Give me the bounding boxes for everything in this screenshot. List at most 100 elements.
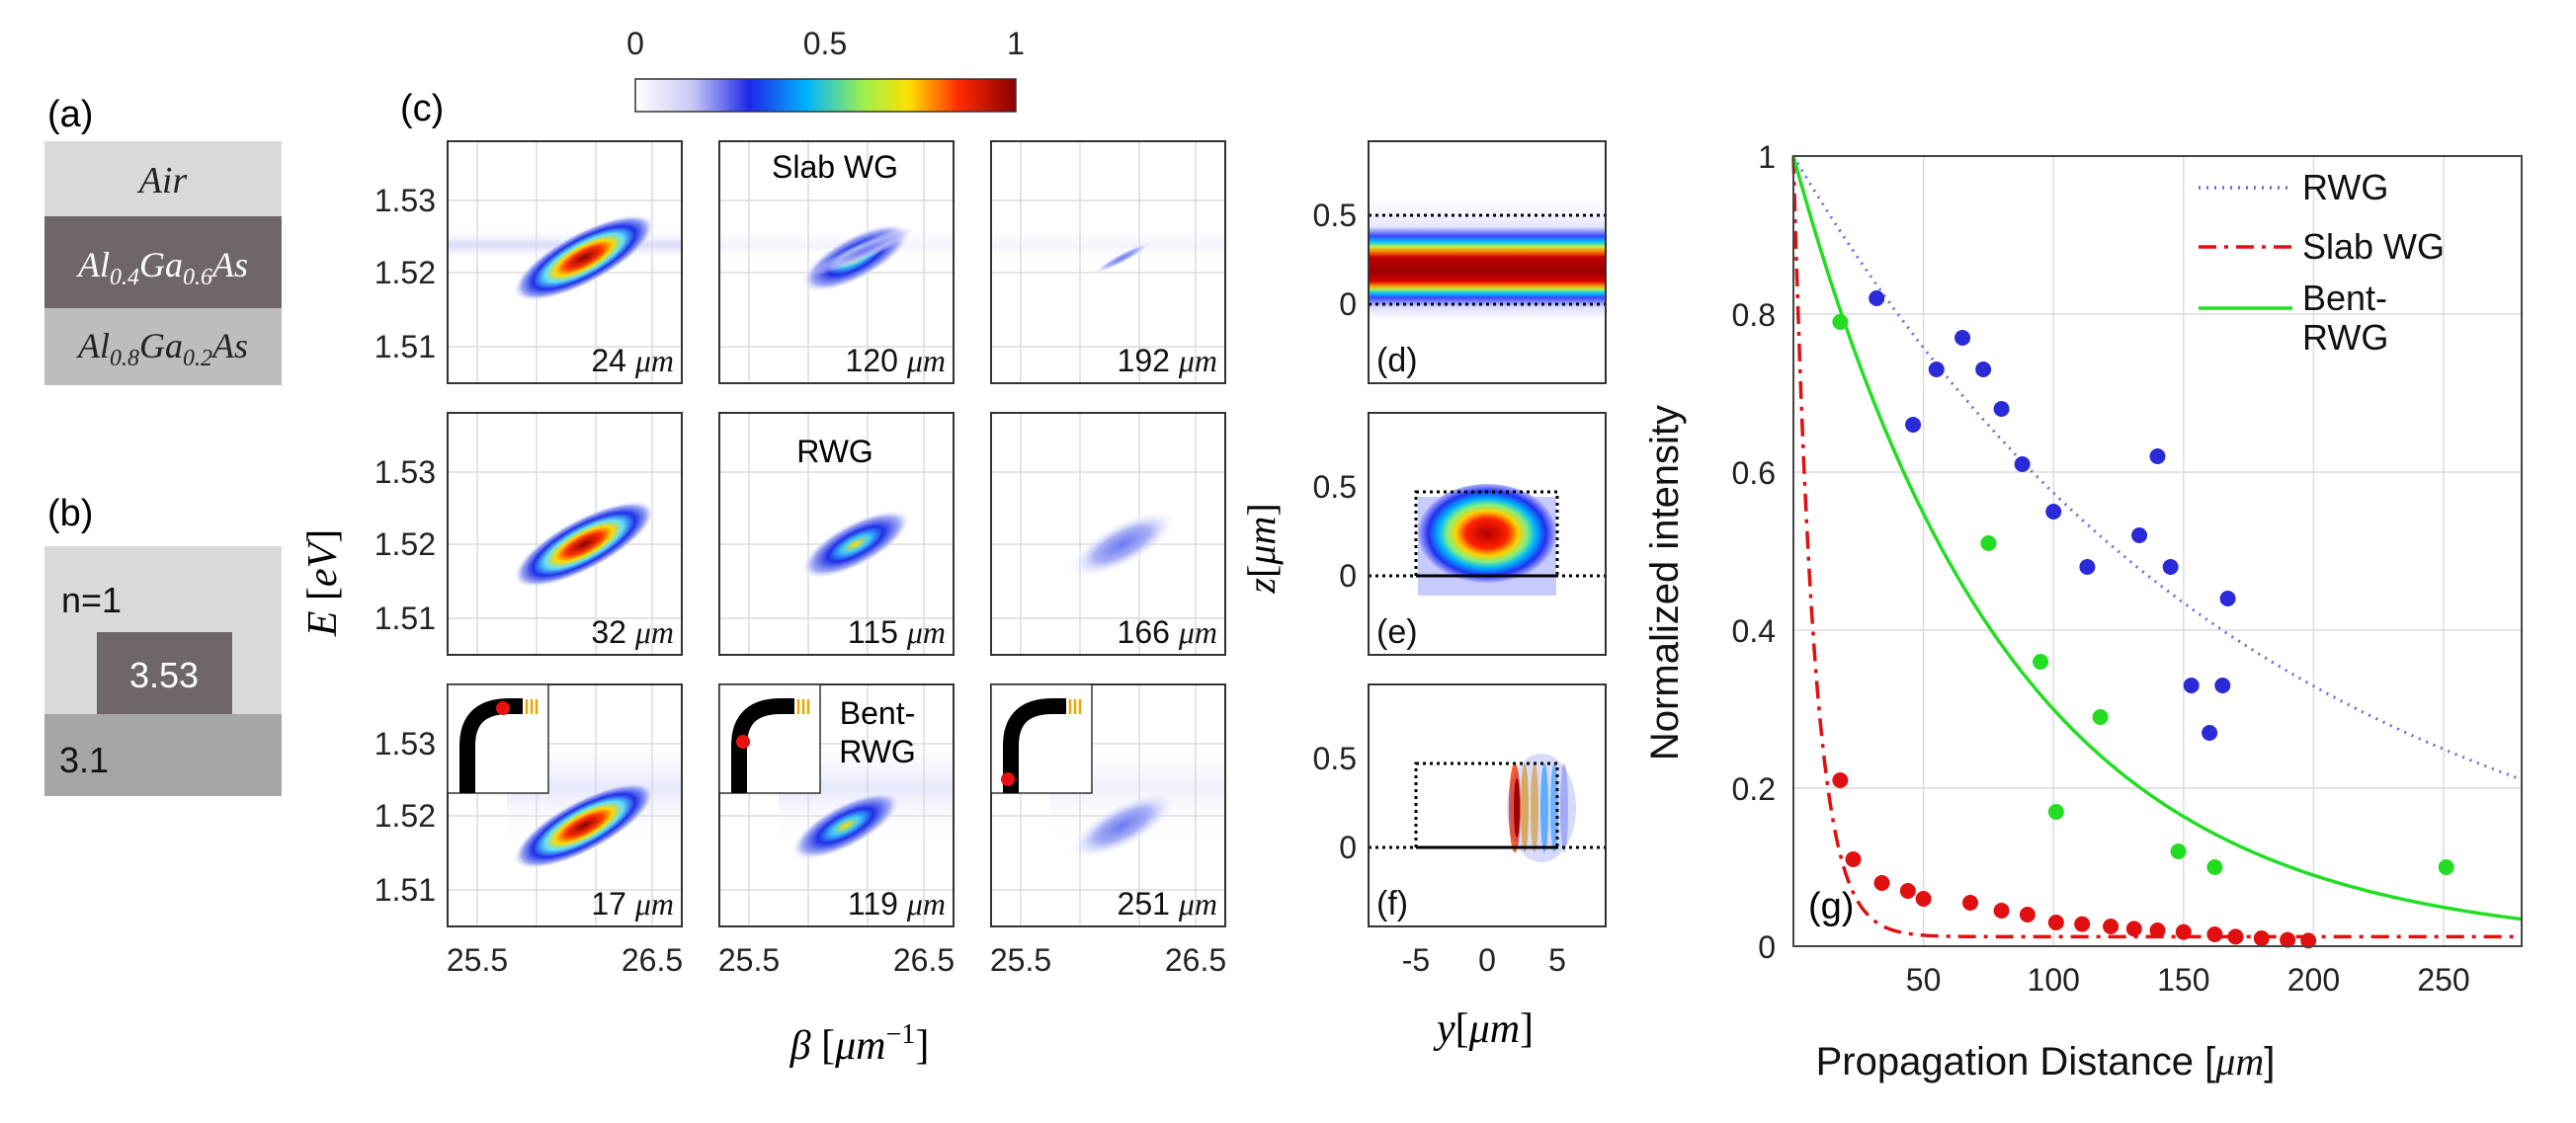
legend-label-2-1: RWG — [2302, 317, 2388, 358]
data-point-slab-wg — [2280, 931, 2296, 948]
mode-ytick: -5 — [1402, 942, 1430, 978]
chart-xtick: 100 — [2028, 962, 2080, 998]
panel-label-f: (f) — [1376, 885, 1408, 922]
chart-ytick: 0.4 — [1732, 613, 1776, 649]
intensity-chart: 50 100 150 200 250 0 0.2 0.4 0.6 0.8 1 RWG Slab WG Be… — [1732, 139, 2523, 998]
mode-panel-f: (f) — [1368, 683, 1607, 927]
distance-unit: μm — [634, 343, 674, 378]
colorbar-mid: 0.5 — [803, 26, 847, 61]
dispersion-panel-r0-c1: 120 μm — [718, 140, 955, 384]
dispersion-xtick: 26.5 — [622, 942, 683, 978]
index-substrate-region — [44, 714, 282, 796]
ridge-outline — [1414, 762, 1559, 849]
mode-panel-d: (d) — [1368, 140, 1607, 384]
distance-label: 251 μm — [1118, 886, 1217, 922]
data-point-slab-wg — [1993, 903, 2010, 919]
chart-ytick: 1 — [1758, 139, 1776, 175]
mode-ztick: 0.5 — [1313, 198, 1357, 233]
n-sub-label: 3.1 — [59, 740, 109, 780]
legend-label-2-0: Bent- — [2302, 278, 2387, 318]
dispersion-panel-r0-c2: 192 μm — [990, 140, 1226, 384]
dispersion-xtick: 25.5 — [990, 942, 1051, 978]
panel-label-b: (b) — [47, 493, 93, 534]
mode-ztick: 0 — [1339, 286, 1357, 322]
bent-mode-lobe — [1521, 763, 1529, 852]
data-point-rwg — [2014, 456, 2031, 472]
distance-space — [626, 886, 635, 922]
core-layer — [44, 216, 282, 308]
data-point-slab-wg — [1845, 851, 1862, 867]
distance-space — [1170, 343, 1179, 378]
colorbar-max: 1 — [1007, 26, 1025, 61]
legend-label-0: RWG — [2302, 167, 2388, 207]
rwg-mode-field — [1418, 484, 1556, 583]
data-point-rwg — [1993, 401, 2010, 417]
distance-space — [626, 343, 635, 378]
distance-label: 166 μm — [1118, 614, 1217, 650]
dispersion-ytick: 1.52 — [374, 255, 436, 290]
title-rwg: RWG — [796, 434, 873, 469]
distance-unit: μm — [906, 886, 946, 922]
data-point-slab-wg — [2253, 930, 2270, 946]
distance-label: 24 μm — [591, 343, 674, 378]
dispersion-panel-r1-c1: 115 μm — [718, 412, 955, 656]
dispersion-ytick: 1.51 — [374, 329, 436, 364]
panel-frame — [447, 683, 683, 927]
panel-frame — [447, 412, 683, 656]
mode-ytick: 5 — [1548, 942, 1566, 978]
n-air-label: n=1 — [61, 580, 122, 620]
distance-space — [898, 886, 907, 922]
distance-unit: μm — [906, 614, 946, 650]
distance-value: 166 — [1118, 614, 1170, 650]
chart-xtick: 250 — [2417, 962, 2469, 998]
dispersion-xtick: 26.5 — [893, 942, 955, 978]
chart-ytick: 0.2 — [1732, 771, 1776, 807]
panel-frame — [718, 140, 955, 384]
distance-label: 32 μm — [591, 614, 674, 650]
ridge-outline — [1414, 490, 1559, 578]
distance-unit: μm — [634, 886, 674, 922]
panel-frame — [990, 412, 1226, 656]
distance-space — [1170, 886, 1179, 922]
data-point-rwg — [2162, 559, 2179, 575]
n-core-label: 3.53 — [129, 655, 199, 695]
chart-ytick: 0 — [1758, 929, 1776, 965]
data-point-bent-rwg — [2092, 709, 2109, 725]
polariton-intensity-blob — [800, 510, 911, 579]
data-point-bent-rwg — [1832, 314, 1849, 330]
data-point-rwg — [2149, 448, 2166, 464]
polariton-intensity-blob — [513, 213, 655, 302]
distance-value: 17 — [591, 886, 626, 922]
chart-xlabel: Propagation Distance [μm] — [1816, 1039, 2276, 1083]
data-point-slab-wg — [1832, 772, 1849, 788]
distance-label: 192 μm — [1118, 343, 1217, 378]
chart-ylabel: Normalized intensity — [1643, 405, 1687, 761]
index-core-ridge — [97, 632, 232, 714]
bent-mode-lobe — [1531, 763, 1538, 852]
panel-frame — [990, 140, 1226, 384]
data-point-bent-rwg — [2047, 804, 2064, 820]
data-point-slab-wg — [2074, 916, 2091, 932]
dispersion-panel-r0-c0: 24 μm — [447, 140, 683, 384]
data-point-rwg — [2219, 591, 2236, 606]
dispersion-ytick: 1.51 — [374, 601, 436, 636]
air-layer — [44, 141, 282, 216]
data-point-slab-wg — [1961, 895, 1978, 911]
mode-ztick: 0.5 — [1313, 469, 1357, 505]
data-point-slab-wg — [1899, 883, 1916, 899]
data-point-rwg — [2131, 527, 2148, 543]
distance-value: 24 — [591, 343, 626, 378]
panel-label-a: (a) — [47, 94, 93, 135]
data-point-rwg — [2214, 678, 2231, 693]
panel-label-d: (d) — [1376, 342, 1418, 379]
mode-zlabel: z[μm] — [1239, 503, 1284, 594]
bent-mode-peak — [1514, 778, 1520, 838]
distance-label: 120 μm — [846, 343, 946, 378]
distance-value: 115 — [848, 614, 898, 650]
data-point-slab-wg — [2103, 919, 2119, 934]
mode-profiles: (d) 0.5 0 (e) 0.5 0 (f) 0.5 0 -5 0 5 — [1313, 140, 1607, 978]
data-point-bent-rwg — [2033, 654, 2049, 670]
data-point-rwg — [2079, 559, 2096, 575]
colorbar-min: 0 — [626, 26, 644, 61]
